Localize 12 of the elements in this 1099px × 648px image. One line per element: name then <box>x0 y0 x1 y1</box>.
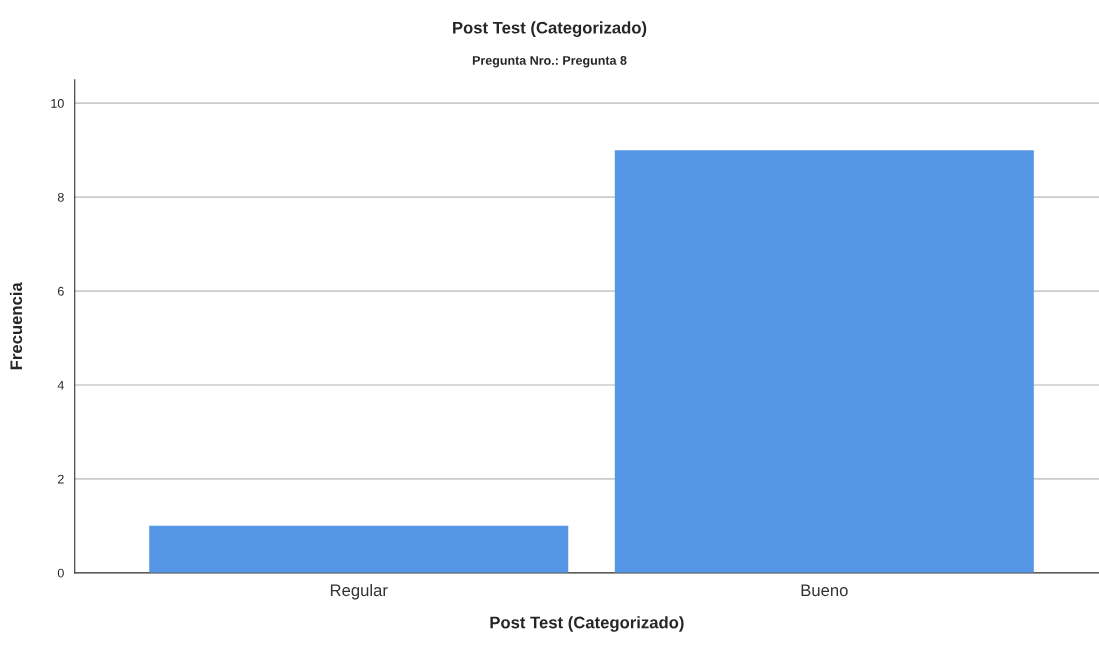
x-tick-label: Bueno <box>801 584 848 597</box>
y-axis-title: Frecuencia <box>9 282 23 370</box>
y-tick-label: 2 <box>57 474 64 484</box>
y-tick-label: 8 <box>57 192 64 202</box>
x-tick-label: Regular <box>330 583 388 600</box>
x-axis-title: Post Test (Categorizado) <box>490 616 684 632</box>
y-tick-label: 4 <box>57 380 64 390</box>
y-tick-label: 10 <box>51 98 64 108</box>
y-tick-label: 6 <box>58 286 64 296</box>
chart-title: Post Test (Categorizado) <box>453 21 647 37</box>
chart-subtitle: Pregunta Nro.: Pregunta 8 <box>472 56 627 68</box>
y-tick-label: 0 <box>57 568 64 578</box>
